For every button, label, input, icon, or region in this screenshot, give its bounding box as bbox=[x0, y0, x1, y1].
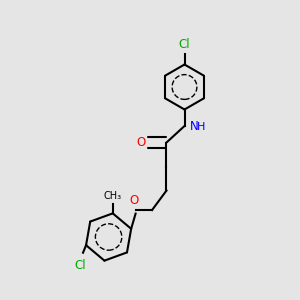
Text: O: O bbox=[136, 136, 146, 149]
Text: Cl: Cl bbox=[74, 259, 86, 272]
Text: H: H bbox=[197, 122, 206, 133]
Text: O: O bbox=[130, 194, 139, 207]
Text: N: N bbox=[190, 119, 199, 133]
Text: Cl: Cl bbox=[179, 38, 190, 51]
Text: CH₃: CH₃ bbox=[104, 191, 122, 201]
